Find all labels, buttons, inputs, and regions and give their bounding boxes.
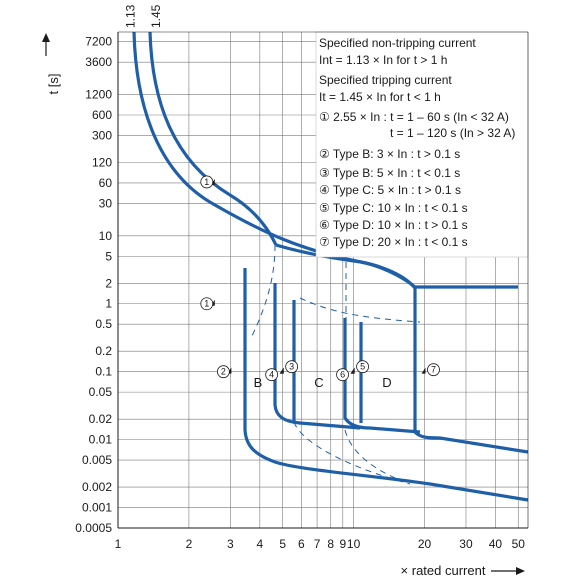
marker-circle [336, 368, 349, 382]
marker-text: 6 [340, 370, 345, 380]
y-axis-title-group: t [s] [42, 33, 61, 94]
legend-line: ③ Type B: 5 × In : t < 0.1 s [319, 166, 460, 180]
top-marker-label: 1.45 [149, 4, 163, 28]
dashed-boundary-3 [293, 421, 411, 485]
marker-1: 1 [200, 175, 215, 189]
zone-labels: B C D [254, 375, 392, 390]
x-tick-label: 4 [256, 537, 263, 551]
marker-circle [200, 175, 214, 189]
type-b-right-edge [273, 283, 361, 430]
y-tick-label: 0.2 [95, 344, 112, 358]
marker-4: 4 [265, 367, 284, 382]
legend-line: Int = 1.13 × In for t > 1 h [319, 53, 447, 67]
marker-text: 1 [204, 299, 209, 309]
y-tick-label: 1200 [85, 88, 112, 102]
legend: Specified non-tripping current Int = 1.13… [315, 31, 529, 258]
y-tick-label: 30 [99, 196, 113, 210]
dashed-boundary-1 [249, 244, 276, 341]
y-tick-label: 120 [92, 155, 112, 169]
y-tick-label: 10 [99, 229, 113, 243]
x-tick-labels: 1 2 3 4 5 6 7 8 9 10 20 30 40 50 [115, 537, 526, 551]
y-axis-title: t [s] [46, 74, 61, 95]
y-tick-label: 2 [105, 276, 112, 290]
x-axis-title-group: × rated current [401, 563, 525, 578]
y-tick-label: 60 [99, 176, 113, 190]
legend-line: Specified non-tripping current [319, 36, 476, 50]
top-marker-label: 1.13 [124, 4, 138, 28]
x-tick-label: 10 [347, 537, 361, 551]
y-tick-labels: 0.0005 0.001 0.002 0.005 0.01 0.02 0.05 0.1 0.2 0… [75, 35, 112, 535]
y-tick-label: 300 [92, 128, 112, 142]
marker-text: 3 [289, 362, 294, 372]
y-tick-label: 600 [92, 108, 112, 122]
legend-line: ⑦ Type D: 20 × In : t < 0.1 s [319, 235, 468, 249]
x-tick-label: 6 [298, 537, 305, 551]
x-tick-label: 50 [512, 537, 526, 551]
zone-label-b: B [254, 375, 263, 390]
y-tick-label: 0.1 [95, 365, 112, 379]
top-markers: 1.13 1.45 [124, 4, 164, 28]
y-tick-label: 1 [105, 297, 112, 311]
x-tick-label: 40 [489, 537, 503, 551]
y-tick-label: 0.02 [89, 412, 113, 426]
type-d-right-edge [413, 288, 529, 454]
y-tick-label: 5 [105, 249, 112, 263]
x-tick-label: 9 [339, 537, 346, 551]
zone-label-d: D [382, 375, 391, 390]
curves [132, 31, 529, 502]
marker-text: 1 [204, 177, 209, 187]
legend-line: ⑤ Type C: 10 × In : t < 0.1 s [319, 201, 468, 215]
dashed-boundary-2 [299, 297, 421, 323]
legend-line: t = 1 – 120 s (In > 32 A) [390, 126, 515, 140]
marker-circle [285, 360, 299, 374]
x-tick-label: 7 [314, 537, 321, 551]
y-tick-label: 0.5 [95, 317, 112, 331]
y-tick-label: 0.05 [89, 385, 113, 399]
legend-line: ② Type B: 3 × In : t > 0.1 s [319, 147, 460, 161]
type-c-right-edge [343, 318, 421, 434]
legend-line: ④ Type C: 5 × In : t > 0.1 s [319, 183, 461, 197]
y-tick-label: 3600 [85, 55, 112, 69]
marker-circle [427, 363, 440, 377]
legend-line: It = 1.45 × In for t < 1 h [319, 90, 441, 104]
x-tick-label: 30 [459, 537, 473, 551]
marker-text: 5 [360, 362, 365, 372]
y-tick-label: 0.001 [82, 501, 112, 515]
marker-6: 6 [336, 367, 355, 382]
y-tick-label: 0.01 [89, 433, 113, 447]
markers: 1 1 2 3 4 5 6 7 [200, 175, 440, 382]
marker-text: 2 [221, 367, 226, 377]
axes [117, 31, 529, 529]
lower-boundary-curve-2 [275, 243, 417, 290]
legend-line: Specified tripping current [319, 73, 452, 87]
dashed-boundary-4 [344, 262, 401, 481]
x-tick-label: 3 [227, 537, 234, 551]
marker-text: 7 [431, 365, 436, 375]
zone-label-c: C [314, 375, 323, 390]
y-tick-label: 7200 [85, 35, 112, 49]
y-tick-label: 0.002 [82, 480, 112, 494]
x-tick-label: 8 [327, 537, 334, 551]
x-tick-label: 1 [115, 537, 122, 551]
marker-1: 1 [200, 297, 215, 311]
marker-circle [200, 297, 214, 311]
legend-line: ⑥ Type D: 10 × In : t > 0.1 s [319, 218, 468, 232]
x-tick-label: 5 [279, 537, 286, 551]
lower-boundary-curve-1 [148, 31, 278, 246]
x-axis-title: × rated current [401, 563, 486, 578]
marker-7: 7 [421, 363, 440, 377]
y-tick-label: 0.0005 [75, 521, 112, 535]
x-tick-label: 2 [186, 537, 193, 551]
x-tick-label: 20 [418, 537, 432, 551]
marker-circle [356, 360, 369, 374]
marker-circle [265, 368, 279, 382]
marker-text: 4 [269, 370, 274, 380]
marker-circle [217, 365, 230, 379]
marker-2: 2 [217, 365, 232, 379]
y-tick-label: 0.005 [82, 453, 112, 467]
legend-line: ① 2.55 × In : t = 1 – 60 s (In < 32 A) [319, 110, 509, 124]
